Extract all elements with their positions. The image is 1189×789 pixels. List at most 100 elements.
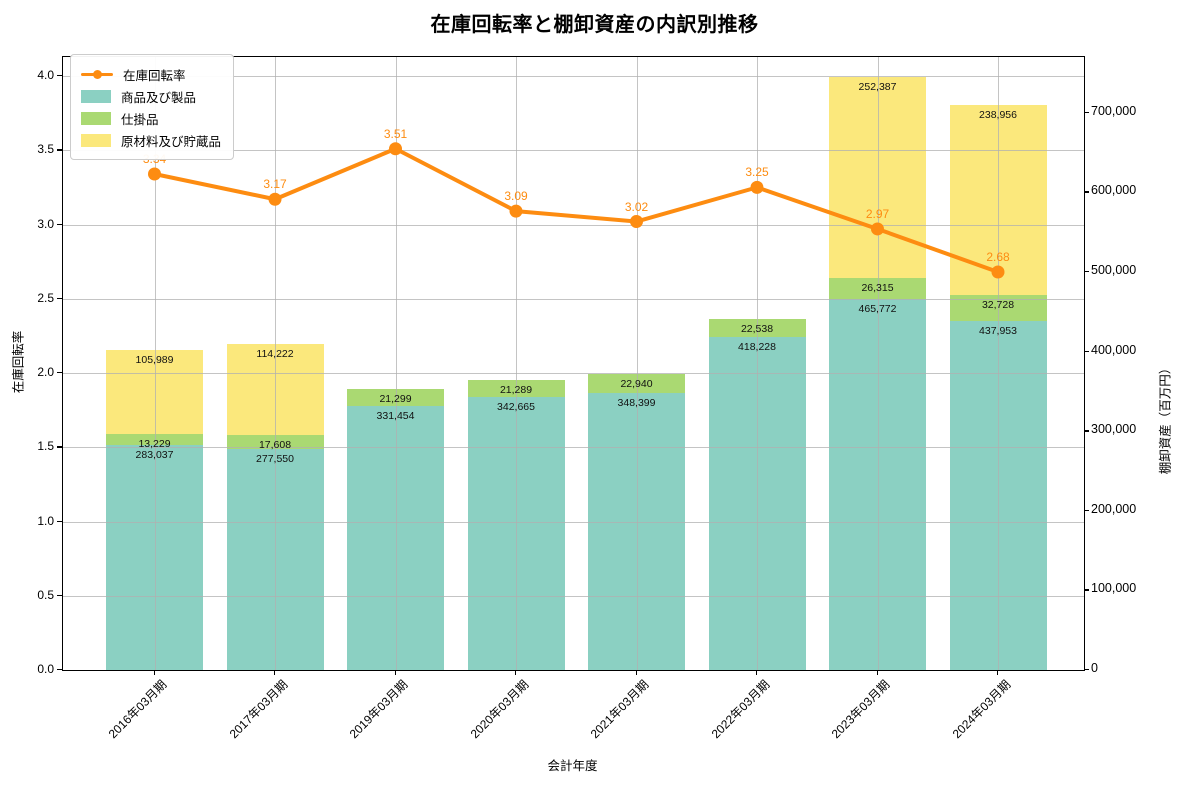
y-left-tick-label: 2.5 [37,290,54,305]
line-value-label: 3.25 [745,165,769,180]
tick-mark [57,446,62,448]
line-value-label: 3.09 [504,189,528,204]
bar-value-label: 465,772 [858,303,897,316]
gridline-vertical [154,57,156,670]
y-left-tick-label: 1.0 [37,513,54,528]
y-left-tick-label: 4.0 [37,68,54,82]
x-tick-label: 2022年03月期 [708,677,773,742]
gridline-horizontal [63,298,1084,300]
line-value-label: 3.51 [383,126,408,141]
y-left-tick-label: 1.5 [37,439,54,454]
tick-mark [57,75,62,77]
line-value-label: 3.02 [624,199,649,214]
tick-mark [274,670,276,675]
tick-mark [635,670,637,675]
gridline-vertical [998,57,999,670]
y-right-tick-label: 100,000 [1091,581,1137,596]
y-right-tick-label: 200,000 [1091,501,1137,516]
x-axis-title: 会計年度 [547,759,598,773]
y-left-tick-label: 2.0 [37,365,54,379]
bar-value-label: 21,289 [499,384,533,397]
gridline-horizontal [63,373,1084,374]
bar-value-label: 437,953 [979,325,1017,338]
bar-value-label: 418,228 [738,341,776,354]
tick-mark [394,670,396,675]
bar-value-label: 252,387 [858,81,897,94]
legend-item-turnover: 在庫回転率 [81,63,221,85]
tick-mark [1084,270,1089,273]
bar-value-label: 348,399 [617,396,656,409]
legend-label-raw: 原材料及び貯蔵品 [121,134,222,149]
gridline-vertical [757,57,758,670]
legend-label-wip: 仕掛品 [121,112,159,127]
line-value-labels-layer: 3.343.173.513.093.023.252.972.68 [63,57,1084,670]
tick-mark [756,670,758,675]
grid-layer [63,57,1084,670]
x-tick-label: 2017年03月期 [226,677,291,742]
tick-mark [57,669,62,671]
bar-value-label: 26,315 [861,282,894,295]
tick-mark [57,149,62,151]
gridline-horizontal [63,595,1084,597]
y-left-tick-label: 3.5 [37,142,54,157]
tick-mark [1084,589,1089,591]
gridline-horizontal [63,447,1084,449]
y-right-tick-label: 400,000 [1091,342,1137,357]
gridline-vertical [395,57,397,670]
turnover-line [152,146,1000,275]
turnover-line-layer [148,142,1005,279]
bar-value-label: 277,550 [256,453,294,466]
tick-mark [1084,111,1089,114]
line-value-label: 2.97 [865,206,890,221]
gridline-horizontal [63,76,1084,77]
x-tick-label: 2021年03月期 [588,677,652,742]
y-right-tick-label: 500,000 [1091,262,1137,277]
y-right-tick-label: 700,000 [1091,103,1137,118]
bar-value-label: 13,229 [138,438,171,451]
x-tick-label: 2016年03月期 [106,677,170,742]
bar-value-label: 32,728 [981,299,1015,312]
tick-mark [1084,669,1089,671]
bar-value-labels-layer: 283,037 13,229 105,989 277,550 17,608 114,222… [63,57,1084,670]
legend-label-turnover: 在庫回転率 [123,68,186,83]
y-left-tick-label: 0.5 [37,587,54,602]
line-value-label: 3.17 [263,177,287,192]
line-point [509,204,523,218]
plot-area: 283,037 13,229 105,989 277,550 17,608 114,222… [62,56,1085,671]
gridline-vertical [636,57,638,670]
bar-value-label: 22,940 [620,378,653,391]
y-left-axis-title: 在庫回転率 [11,330,26,394]
tick-mark [1084,191,1089,193]
line-point [268,192,282,206]
legend-label-products: 商品及び製品 [121,90,197,105]
tick-mark [153,670,155,675]
tick-mark [57,594,62,597]
line-value-label: 2.68 [986,250,1010,265]
line-point [630,215,643,229]
tick-mark [1084,509,1089,512]
x-tick-label: 2023年03月期 [829,677,893,742]
tick-mark [876,670,878,675]
bar-value-label: 114,222 [256,348,294,361]
tick-mark [1084,430,1089,432]
line-swatch-icon [81,67,113,81]
gridline-vertical [516,57,517,670]
legend-item-products: 商品及び製品 [81,85,221,107]
gridline-vertical [877,57,879,670]
bar-value-label: 105,989 [135,353,174,366]
y-right-tick-label: 600,000 [1091,183,1137,198]
tick-mark [997,670,999,675]
line-point [148,167,161,181]
x-tick-label: 2020年03月期 [467,677,532,742]
y-left-tick-label: 3.0 [37,216,54,231]
bar-value-label: 22,538 [740,323,774,336]
wip-swatch-icon [81,111,111,125]
gridline-vertical [275,57,276,670]
raw-swatch-icon [81,133,111,147]
bar-value-label: 342,665 [497,401,535,414]
y-right-tick-label: 300,000 [1091,422,1137,437]
y-left-tick-label: 0.0 [37,662,54,676]
gridline-horizontal [63,150,1084,152]
line-point [991,265,1005,279]
